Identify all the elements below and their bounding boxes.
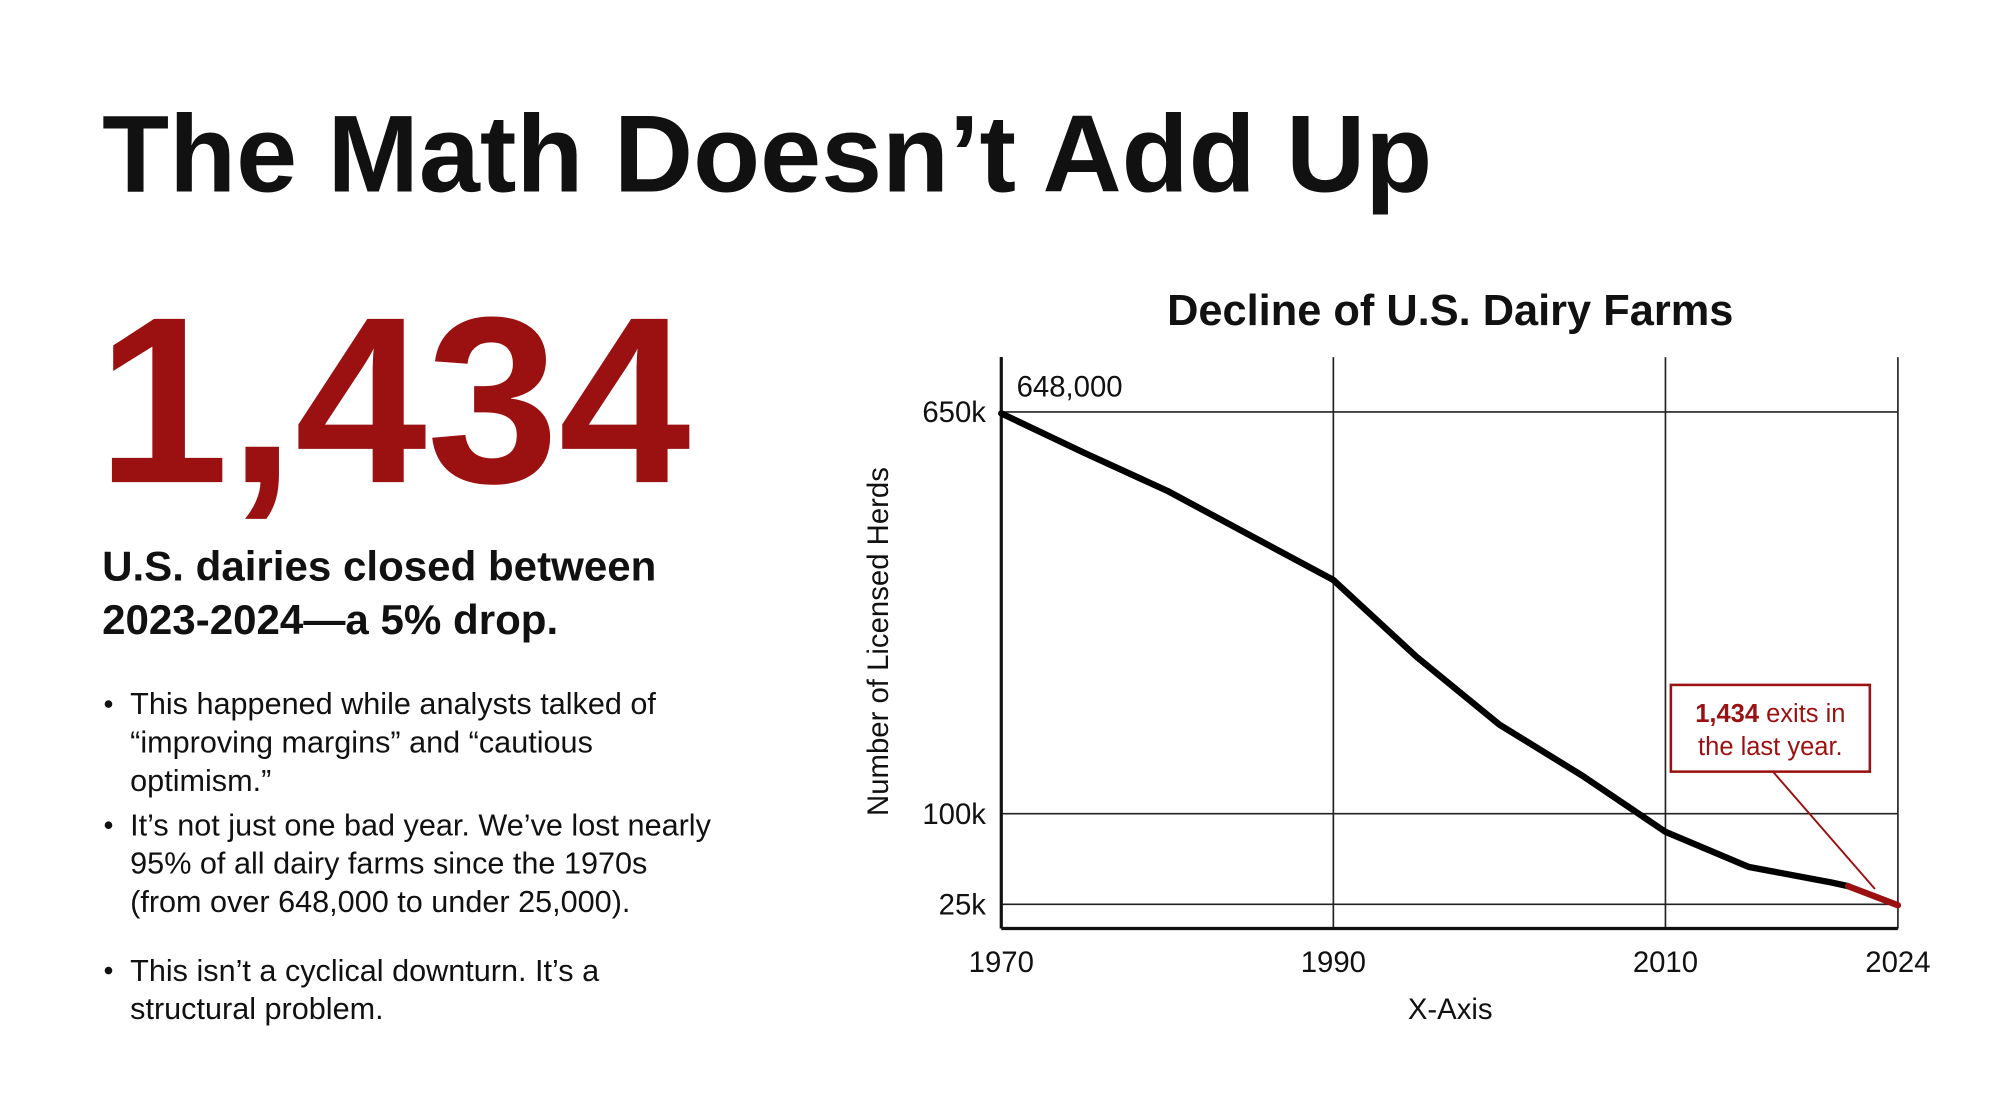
subtitle: 2023-2024—a 5% drop.	[102, 596, 558, 643]
bullet-text: This isn’t a cyclical downturn. It’s a	[130, 954, 600, 988]
annotation-line: the last year.	[1698, 733, 1843, 761]
start-label: 648,000	[1017, 371, 1123, 404]
bullet-list: This happened while analysts talked of “i…	[104, 687, 712, 1026]
x-tick-label: 2010	[1633, 946, 1698, 979]
bullet-dot	[104, 821, 113, 830]
bullet-dot	[104, 966, 113, 975]
headline: 1,434	[97, 268, 691, 533]
annotation-pointer	[1772, 771, 1876, 890]
annotation-line: exits in	[1766, 700, 1845, 728]
chart-title: Decline of U.S. Dairy Farms	[1167, 287, 1733, 335]
bullet-text: It’s not just one bad year. We’ve lost n…	[130, 808, 711, 842]
subtitle: U.S. dairies closed between	[102, 542, 656, 589]
y-tick-label: 25k	[939, 888, 987, 921]
bullet-text: (from over 648,000 to under 25,000).	[130, 885, 630, 919]
bullet-text: This happened while analysts talked of	[130, 687, 656, 721]
bullet-text: “improving margins” and “cautious	[130, 726, 593, 760]
bullet-text: structural problem.	[130, 992, 383, 1026]
x-tick-label: 1970	[969, 946, 1034, 979]
y-axis-label: Number of Licensed Herds	[862, 467, 895, 816]
chart: Decline of U.S. Dairy Farms 25k 100k 650k 19…	[862, 287, 1931, 1026]
data-line	[998, 410, 1852, 890]
y-tick-label: 650k	[922, 396, 986, 429]
x-tick-label: 1990	[1301, 946, 1366, 979]
annotation-text: 1,434 exits in	[1695, 700, 1845, 728]
data-line	[1844, 882, 1902, 909]
bullet-text: 95% of all dairy farms since the 1970s	[130, 847, 647, 881]
y-tick-label: 100k	[922, 798, 986, 831]
annotation-box	[1669, 683, 1872, 773]
bullet-text: optimism.”	[130, 764, 271, 798]
x-tick-label: 2024	[1865, 946, 1930, 979]
annotation-bold: 1,434	[1695, 700, 1760, 728]
x-axis-label: X-Axis	[1408, 993, 1493, 1026]
slide-title: The Math Doesn’t Add Up	[102, 93, 1432, 215]
bullet-dot	[104, 700, 113, 708]
